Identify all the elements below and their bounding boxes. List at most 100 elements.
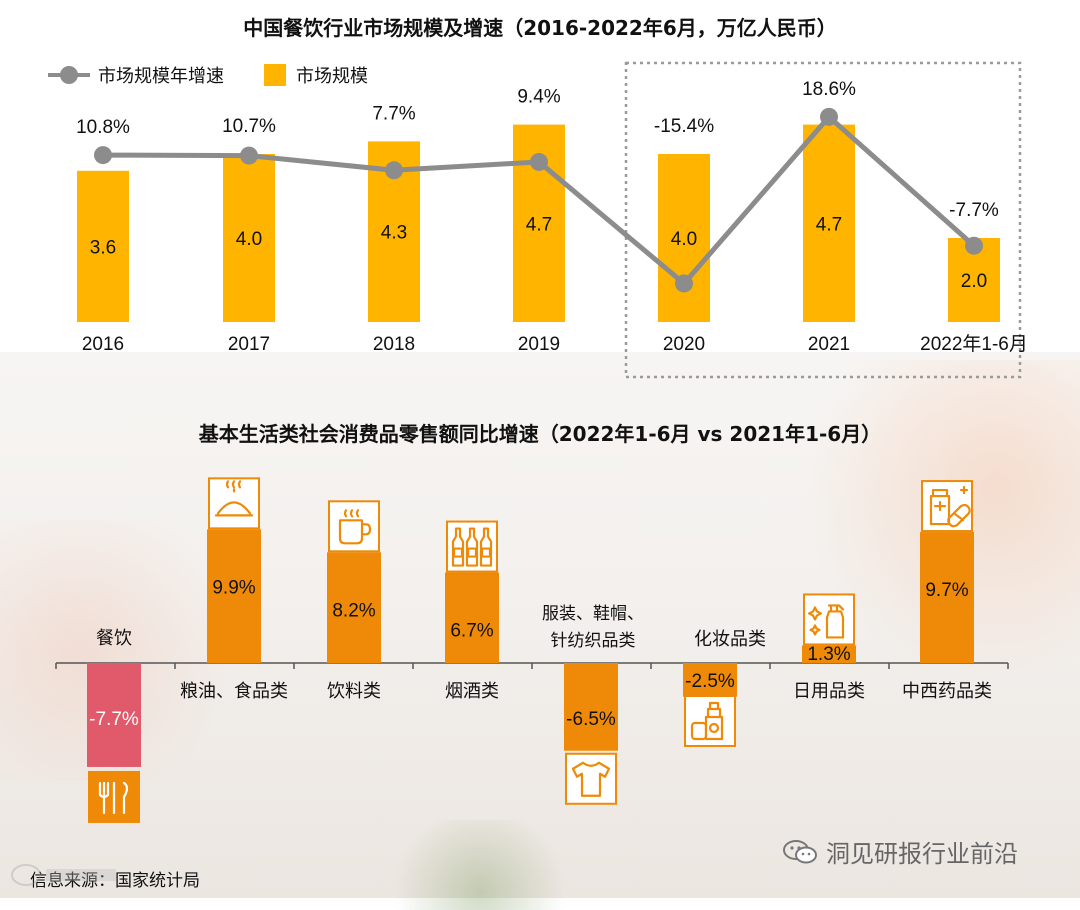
background-decoration [380,820,580,910]
growth-bar [87,663,141,767]
watermark: 洞见研报行业前沿 [782,834,1018,869]
category-label: 服装、鞋帽、 [542,604,644,623]
plus-shape [959,485,969,495]
bar-value-label: 4.7 [816,214,842,235]
watermark-faint-icon [11,864,116,886]
legend-line-marker [48,66,90,84]
growth-point [965,236,983,255]
bar-value-label: 4.7 [526,214,552,235]
x-tick-label: 2018 [373,334,415,355]
bottles-icon [446,520,498,573]
market-size-bar [658,154,710,322]
cleaning-spray-icon [803,593,855,646]
bottle-shape [479,527,493,567]
wechat-icon [783,839,817,863]
bottle-label [480,547,492,558]
food-cloche-icon [208,477,260,530]
growth-value-label: 9.4% [517,87,560,108]
x-tick-label: 2017 [228,334,270,355]
x-tick-label: 2016 [82,334,124,355]
growth-point [94,146,112,165]
watermark-text: 洞见研报行业前沿 [826,840,1018,868]
bar-value-label: 1.3% [807,644,850,665]
category-label: 粮油、食品类 [180,681,288,701]
x-tick-label: 2021 [808,334,850,355]
growth-value-label: -7.7% [949,200,999,221]
lower-background [0,352,1080,898]
growth-point [385,161,403,180]
bar-value-label: 2.0 [961,271,987,292]
steam-shape [225,480,242,489]
category-label: 烟酒类 [445,681,499,701]
spoon-shape [122,781,129,815]
highlight-box [624,61,1022,379]
chart1-title: 中国餐饮行业市场规模及增速（2016-2022年6月，万亿人民币） [243,16,837,40]
category-label: 化妆品类 [694,629,766,649]
bar-value-label: -6.5% [566,709,616,730]
bottle-label [452,547,464,558]
bottle-label [466,547,478,558]
growth-bar [327,552,381,663]
bar-value-label: 4.0 [671,229,697,250]
growth-bar [207,529,261,663]
steam-shape [343,509,360,518]
growth-bar [445,572,499,663]
growth-bar [920,532,974,663]
jar-shape [690,721,708,741]
tshirt-icon [565,752,617,805]
sparkle-shape [807,606,823,636]
growth-point [675,274,693,293]
spray-bottle-shape [825,604,845,639]
utensils-icon [88,770,140,823]
tshirt-shape [571,761,611,797]
legend-size-label: 市场规模 [296,66,368,87]
fork-shape [98,781,110,815]
bar-value-label: 3.6 [90,237,116,258]
bar-value-label: 9.9% [212,577,255,598]
bar-value-label: 9.7% [925,580,968,601]
bar-value-label: 4.3 [381,223,407,244]
bar-value-label: 6.7% [450,621,493,642]
bar-value-label: -7.7% [89,709,139,730]
icon-frame [803,593,855,646]
growth-value-label: 7.7% [372,103,415,124]
bottle-shape [451,527,465,567]
growth-value-label: 10.8% [76,117,130,138]
x-tick-label: 2020 [663,334,705,355]
growth-value-label: 18.6% [802,79,856,100]
legend-bar-marker [264,64,286,86]
category-label: 中西药品类 [902,681,992,701]
bar-value-label: -2.5% [685,671,735,692]
chart2-title: 基本生活类社会消费品零售额同比增速（2022年1-6月 vs 2021年1-6月… [198,422,882,446]
cloche-shape [214,488,254,517]
bottle-shape [465,527,479,567]
cosmetics-icon [684,695,736,747]
legend-growth-label: 市场规模年增速 [98,66,224,87]
bar-value-label: 8.2% [332,600,375,621]
category-label: 针纺织品类 [551,631,636,650]
growth-point [240,146,258,165]
category-label: 饮料类 [327,681,381,701]
source-note: 信息来源：国家统计局 [30,866,200,891]
growth-bar [564,663,618,751]
growth-value-label: 10.7% [222,116,276,137]
label-shape [708,722,720,734]
market-size-bar [77,170,129,322]
x-tick-label: 2022年1-6月 [920,333,1028,355]
pill-shape [947,503,971,528]
category-label: 日用品类 [793,681,865,701]
growth-bar [802,645,856,663]
x-tick-label: 2019 [518,334,560,355]
growth-point [530,152,548,171]
growth-bar [683,663,737,697]
market-size-bar [223,154,275,322]
chart1-svg: 3.6 2016 4.0 2017 4.3 2018 4.7 2019 4.0 2020 4.7 20… [76,61,1028,379]
mug-shape [338,519,372,545]
market-size-bar [803,124,855,322]
growth-point [820,107,838,126]
medicine-icon [921,480,973,533]
growth-value-label: -15.4% [654,116,714,137]
bar-value-label: 4.0 [236,229,262,250]
category-label: 餐饮 [96,628,132,648]
